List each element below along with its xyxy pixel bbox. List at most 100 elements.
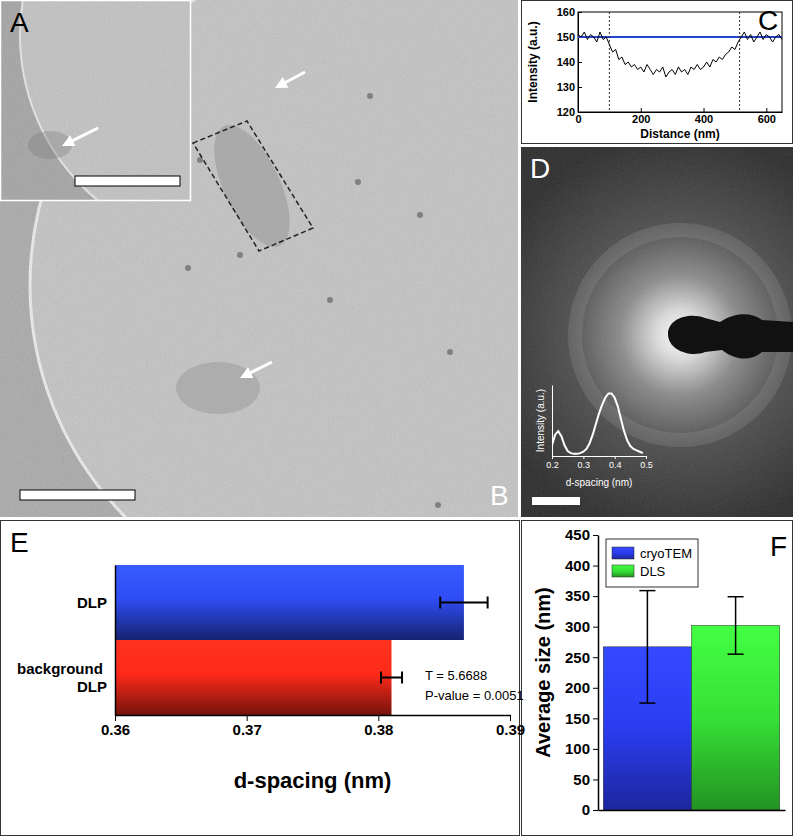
arrow-shaft (249, 362, 272, 374)
x-tick-label: 200 (632, 113, 650, 125)
arrow-head (240, 367, 253, 378)
bar (115, 565, 464, 640)
panel-b-image (0, 0, 518, 517)
beam-stop (668, 314, 793, 358)
y-tick-mark (593, 657, 598, 658)
image-background (0, 0, 518, 517)
x-tick: 0.4 (609, 456, 622, 470)
y-tick-label: 350 (565, 587, 590, 604)
x-axis-line (579, 112, 783, 113)
error-bar-cap (401, 672, 403, 684)
y-tick-mark (593, 535, 598, 536)
y-tick: 50 (573, 771, 598, 788)
legend-swatch (612, 547, 634, 559)
error-bar-stem (647, 591, 649, 703)
plot-area (603, 591, 779, 810)
y-axis-title: Intensity (a.u.) (535, 389, 546, 452)
speck (435, 502, 441, 508)
y-axis: 050100150200250300350400450 (565, 526, 599, 818)
x-tick-label: 0.4 (609, 460, 622, 470)
selection-box (193, 121, 313, 251)
y-tick: 200 (565, 679, 598, 696)
x-axis-title: Distance (nm) (640, 127, 719, 141)
y-tick: 300 (565, 618, 598, 635)
panel-frame (522, 521, 793, 836)
line-chart: 0.20.30.40.5 d-spacing (nm) Intensity (a.u… (535, 386, 653, 489)
speck (197, 157, 203, 163)
error-bar (440, 597, 487, 609)
panel-d-image (521, 147, 793, 517)
y-tick-mark (578, 62, 582, 63)
speck (327, 297, 333, 303)
scale-bar (75, 176, 180, 186)
y-tick-mark (593, 596, 598, 597)
x-axis: 0.20.30.40.5 (546, 456, 653, 470)
y-axis (115, 566, 116, 716)
x-tick: 400 (695, 108, 713, 125)
x-tick-mark (615, 456, 616, 459)
speck (355, 179, 361, 185)
error-bar-stem (735, 597, 737, 654)
image-grain (0, 0, 518, 517)
arrow-head (275, 77, 288, 88)
speck (367, 93, 373, 99)
y-axis-line (115, 566, 117, 716)
y-tick-label: 300 (565, 618, 590, 635)
x-axis-title: d-spacing (nm) (566, 477, 633, 488)
y-axis (552, 386, 553, 457)
image-grain (0, 0, 190, 200)
x-tick-label: 600 (758, 113, 776, 125)
arrow-shaft (283, 72, 305, 83)
x-tick-mark (641, 108, 642, 112)
scale-bar (20, 490, 135, 500)
y-tick: 100 (565, 740, 598, 757)
y-tick-label: 100 (565, 740, 590, 757)
figure: 0200400600120130140150160Distance (nm)In… (0, 0, 793, 836)
pattern-background (521, 147, 793, 517)
panel-a-image (0, 0, 190, 200)
error-bar-cap (639, 590, 655, 592)
data-line (552, 394, 643, 454)
speck (417, 212, 423, 218)
panel-letter: B (490, 480, 509, 511)
particle (199, 114, 306, 257)
y-tick-label: 150 (565, 710, 590, 727)
y-tick-mark (593, 718, 598, 719)
y-axis-title: Average size (nm) (532, 587, 554, 757)
x-tick-mark (704, 108, 705, 112)
y-tick-mark (578, 112, 582, 113)
arrow-shaft (71, 128, 98, 142)
y-tick-label: 250 (565, 649, 590, 666)
image-grain (521, 147, 793, 517)
x-tick: 0.39 (496, 715, 525, 738)
y-axis: 120130140150160 (557, 6, 582, 118)
x-tick: 0.36 (101, 715, 130, 738)
bar-chart: 050100150200250300350400450Average size … (532, 526, 786, 818)
error-bar-cap (728, 596, 744, 598)
y-tick: 150 (565, 710, 598, 727)
speck (185, 265, 191, 271)
legend-box (606, 539, 698, 587)
arrow-head (62, 135, 75, 146)
boundary-line (609, 12, 610, 112)
y-tick-label: 50 (573, 771, 590, 788)
panel-frame (1, 521, 520, 836)
x-axis-line (116, 715, 511, 717)
legend-label: cryoTEM (640, 546, 692, 561)
y-tick: 250 (565, 649, 598, 666)
error-bar (639, 591, 655, 703)
y-tick-label: 130 (557, 81, 575, 93)
x-tick-label: 0.2 (546, 460, 559, 470)
panel-letter: F (770, 531, 787, 562)
speck (447, 349, 453, 355)
bar-chart: 0.360.370.380.39DLPbackground DLPT = 5.6… (17, 565, 525, 793)
legend-label: DLS (640, 564, 666, 579)
plot-area (552, 394, 643, 454)
x-axis-title: d-spacing (nm) (234, 768, 392, 793)
legend: cryoTEM DLS (606, 539, 698, 587)
x-axis: 0.360.370.380.39 (101, 715, 525, 738)
speck (237, 252, 243, 258)
annotation: T = 5.6688 (425, 668, 487, 683)
data-line (578, 32, 782, 77)
error-bar-cap (487, 597, 489, 609)
